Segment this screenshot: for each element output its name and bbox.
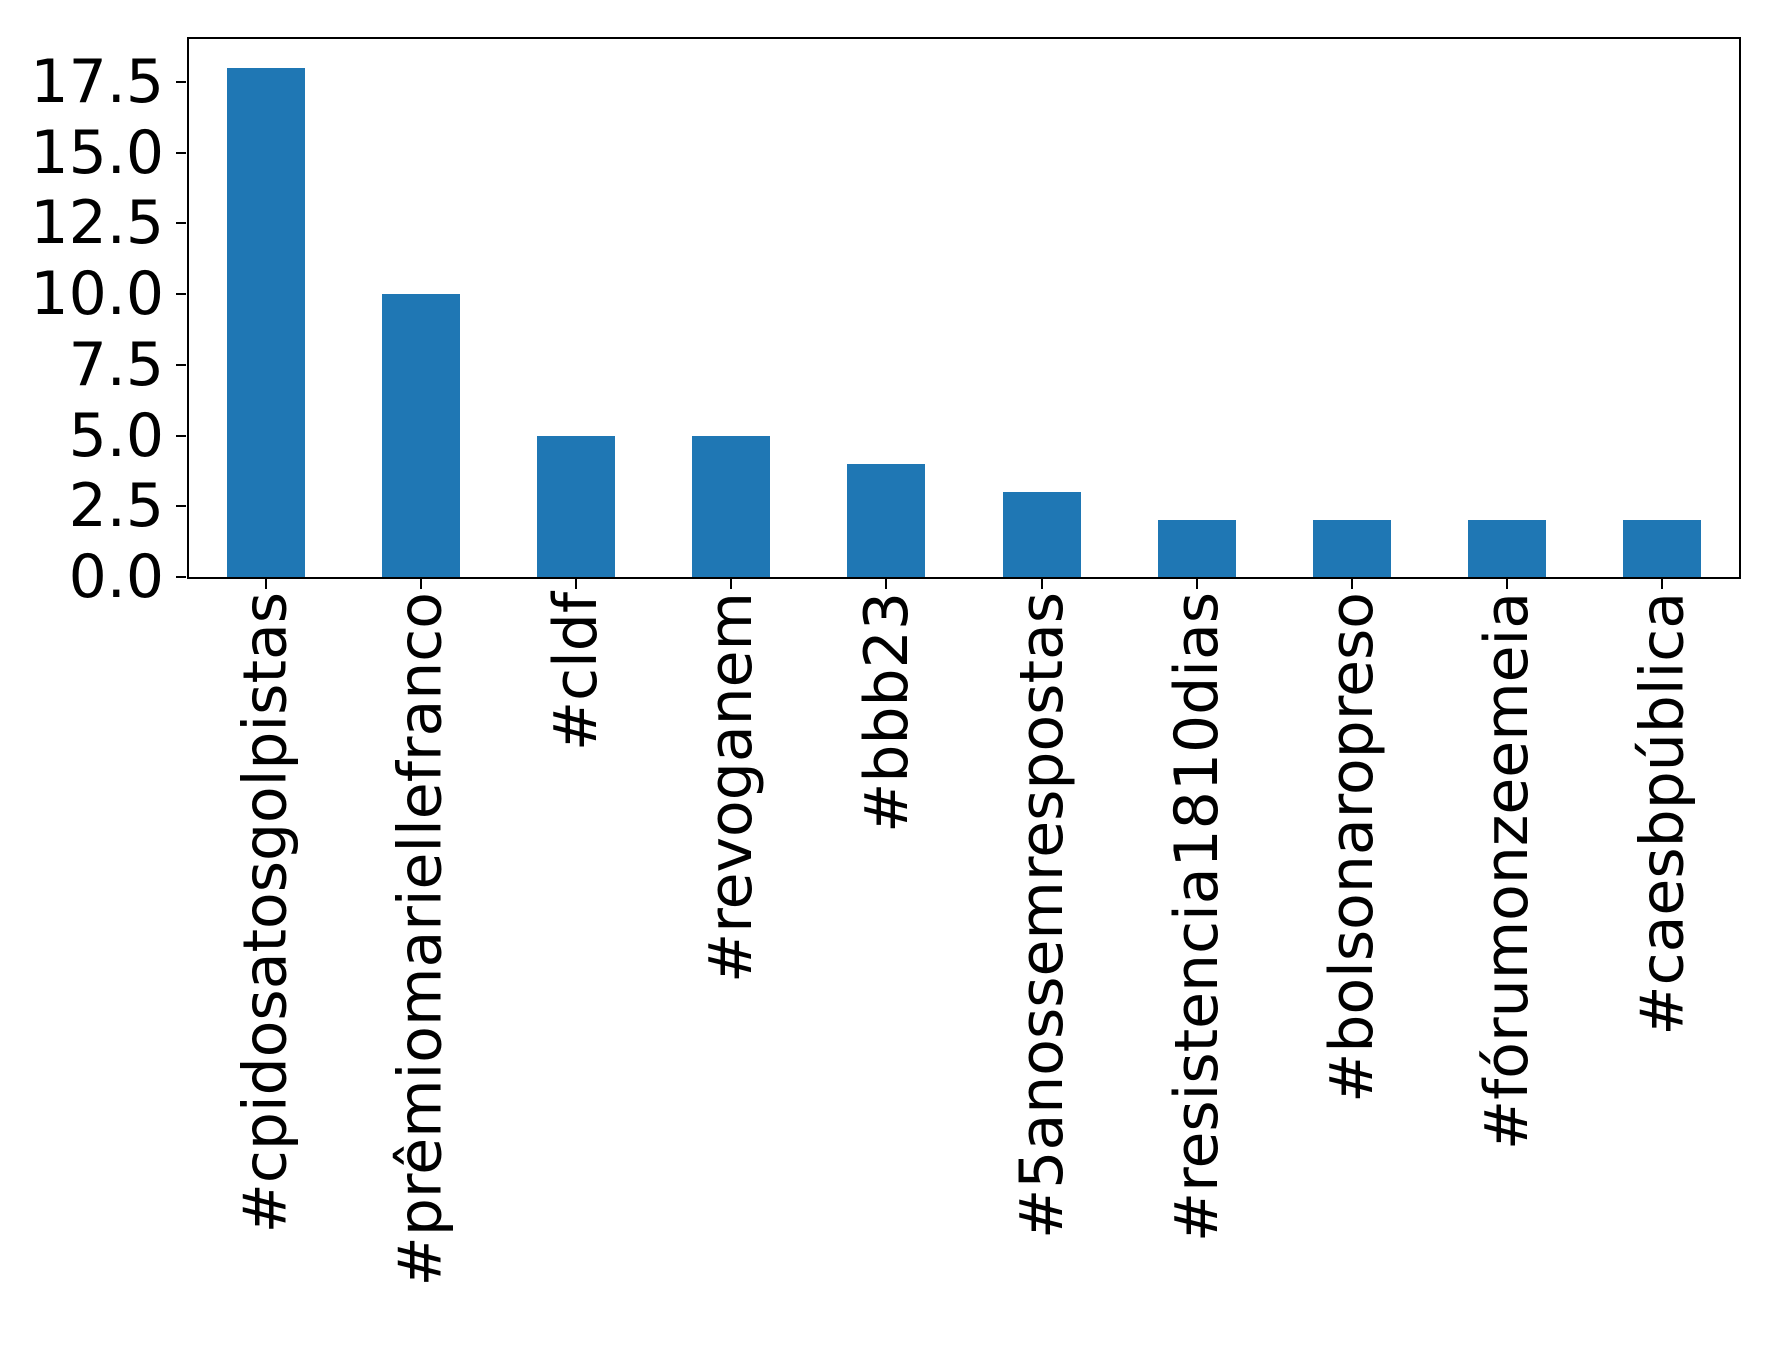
x-tick-mark xyxy=(885,579,888,589)
y-tick-mark xyxy=(176,222,186,225)
bar xyxy=(692,435,771,577)
y-tick-label: 2.5 xyxy=(68,471,164,542)
y-tick-label: 17.5 xyxy=(30,47,164,117)
bar xyxy=(381,294,460,577)
y-tick-label: 12.5 xyxy=(30,188,164,259)
y-tick-mark xyxy=(176,293,186,296)
x-tick-label-text: #fórumonzeemeia xyxy=(1472,592,1543,1151)
x-tick-mark xyxy=(264,579,267,589)
x-tick-label-text: #prêmiomariellefranco xyxy=(385,592,456,1287)
x-tick-label-text: #cldf xyxy=(541,592,611,752)
bar xyxy=(1313,520,1391,577)
bar xyxy=(1157,520,1236,577)
x-tick-label-text: #bbb23 xyxy=(851,592,922,833)
x-tick-label: #caesbpública xyxy=(1627,592,1697,1337)
x-tick-mark xyxy=(1040,579,1043,589)
x-tick-mark xyxy=(575,579,577,589)
y-tick-mark xyxy=(176,505,186,508)
bar xyxy=(1002,492,1081,577)
x-tick-label: #revoganem xyxy=(696,592,766,1337)
bar xyxy=(226,67,305,577)
x-tick-label-text: #cpidosatosgolpistas xyxy=(230,592,301,1234)
x-tick-label-text: #caesbpública xyxy=(1627,592,1698,1036)
y-tick-mark xyxy=(176,151,186,154)
bar xyxy=(847,463,926,577)
y-tick-label: 10.0 xyxy=(30,259,164,330)
x-tick-mark xyxy=(1351,579,1353,589)
x-tick-mark xyxy=(1195,579,1198,589)
x-tick-label-text: #bolsonaropreso xyxy=(1317,592,1387,1103)
x-tick-label-text: #revoganem xyxy=(696,592,767,983)
x-tick-label: #cldf xyxy=(541,592,611,1337)
bar xyxy=(537,435,615,577)
x-tick-label: #fórumonzeemeia xyxy=(1472,592,1542,1337)
bar xyxy=(1468,520,1547,577)
x-tick-mark xyxy=(1506,579,1509,589)
x-tick-label: #bbb23 xyxy=(851,592,921,1337)
x-tick-label: #cpidosatosgolpistas xyxy=(231,592,301,1337)
x-tick-label: #resistencia1810dias xyxy=(1162,592,1232,1337)
x-tick-label-text: #5anossemrespostas xyxy=(1006,592,1077,1239)
y-tick-label: 0.0 xyxy=(68,542,164,612)
x-tick-mark xyxy=(730,579,733,589)
x-tick-label: #prêmiomariellefranco xyxy=(386,592,456,1337)
y-tick-label: 7.5 xyxy=(68,329,164,400)
x-tick-label: #bolsonaropreso xyxy=(1317,592,1387,1337)
y-tick-label: 15.0 xyxy=(30,117,164,188)
x-tick-mark xyxy=(1661,579,1664,589)
y-tick-mark xyxy=(176,576,186,578)
y-tick-mark xyxy=(176,81,186,83)
y-tick-mark xyxy=(176,363,186,366)
bar xyxy=(1623,520,1702,577)
y-tick-label: 5.0 xyxy=(68,400,164,471)
x-tick-mark xyxy=(419,579,422,589)
y-tick-mark xyxy=(176,434,186,437)
x-tick-label-text: #resistencia1810dias xyxy=(1161,592,1232,1243)
x-tick-label: #5anossemrespostas xyxy=(1007,592,1077,1337)
